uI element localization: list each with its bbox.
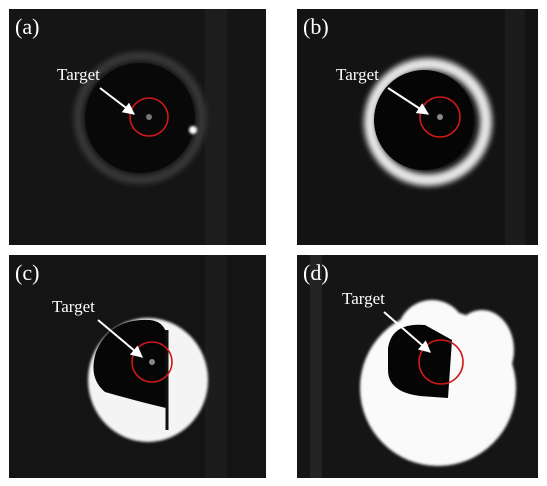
panel-b: Target (b) <box>297 9 538 245</box>
annotation: Target <box>52 297 95 316</box>
dark-region <box>388 325 452 398</box>
panel-d: Target (d) <box>297 255 538 478</box>
annotation: Target <box>336 65 379 84</box>
annotation: Target <box>342 289 385 308</box>
panel-a: Target (a) <box>9 9 266 245</box>
annotation: Target <box>57 65 100 84</box>
panel-label: (b) <box>303 14 329 39</box>
panel-c: Target (c) <box>9 255 266 478</box>
panel-label: (a) <box>15 14 39 39</box>
backdrop <box>505 9 525 245</box>
target-spot <box>437 114 443 120</box>
figure: Target (a) Target (b) Target (c) <box>0 0 547 486</box>
backdrop <box>205 9 227 245</box>
target-spot <box>146 114 152 120</box>
backdrop <box>205 255 227 478</box>
glint <box>189 126 197 134</box>
panel-label: (d) <box>303 260 329 285</box>
target-spot <box>149 359 155 365</box>
aperture <box>85 63 195 173</box>
backdrop <box>310 255 322 478</box>
panel-label: (c) <box>15 260 39 285</box>
page: Target (a) Target (b) Target (c) <box>0 0 547 486</box>
